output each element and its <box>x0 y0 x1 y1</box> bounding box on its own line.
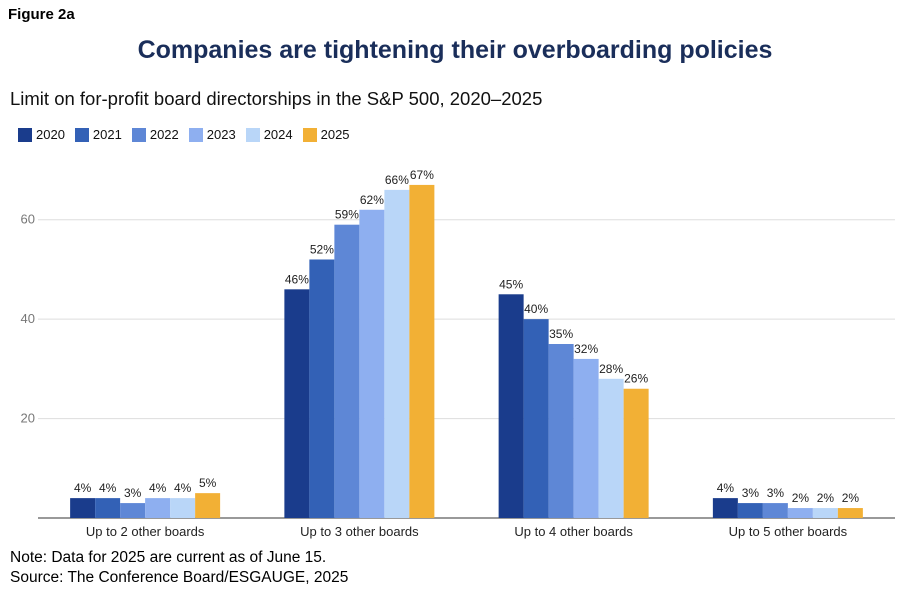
data-label: 2% <box>817 491 835 505</box>
legend-swatch <box>245 127 260 142</box>
data-label: 28% <box>599 362 623 376</box>
legend-item-2020: 2020 <box>18 127 65 142</box>
bar <box>309 259 335 518</box>
bar <box>548 344 574 518</box>
legend-swatch <box>74 127 89 142</box>
y-tick-label: 40 <box>21 311 35 326</box>
legend-item-2024: 2024 <box>245 127 293 142</box>
legend-item-2022: 2022 <box>131 127 179 142</box>
legend-label: 2025 <box>320 127 350 142</box>
y-tick-label: 60 <box>21 212 35 227</box>
legend-swatch <box>131 127 146 142</box>
bar <box>284 289 310 518</box>
legend-label: 2024 <box>263 127 293 142</box>
data-label: 67% <box>410 168 434 182</box>
data-label: 46% <box>285 272 309 286</box>
data-label: 45% <box>499 277 523 291</box>
data-label: 59% <box>335 208 359 222</box>
legend-swatch <box>188 127 203 142</box>
data-label: 4% <box>149 481 167 495</box>
bar <box>120 503 146 518</box>
data-label: 4% <box>717 481 735 495</box>
data-label: 62% <box>360 193 384 207</box>
chart-subtitle: Limit on for-profit board directorships … <box>10 88 543 109</box>
data-label: 26% <box>624 372 648 386</box>
x-tick-label: Up to 4 other boards <box>514 524 633 539</box>
bar <box>409 184 435 518</box>
data-label: 5% <box>199 476 217 490</box>
data-label: 32% <box>574 342 598 356</box>
legend-swatch <box>18 127 32 142</box>
x-tick-label: Up to 5 other boards <box>729 524 848 539</box>
bar <box>837 508 863 518</box>
bar <box>95 498 121 518</box>
data-label: 4% <box>174 481 192 495</box>
bar <box>573 358 599 518</box>
bar <box>170 498 196 518</box>
bar <box>762 503 788 518</box>
data-label: 3% <box>767 486 785 500</box>
bar <box>623 388 649 518</box>
data-label: 66% <box>385 173 409 187</box>
bar <box>737 503 763 518</box>
data-label: 2% <box>842 491 860 505</box>
bar <box>359 209 385 518</box>
bar <box>384 189 410 518</box>
bar <box>787 508 813 518</box>
bar <box>145 498 171 518</box>
data-label: 40% <box>524 302 548 316</box>
legend-label: 2023 <box>206 127 236 142</box>
footnote: Note: Data for 2025 are current as of Ju… <box>10 548 348 588</box>
y-tick-label: 20 <box>21 411 35 426</box>
legend: 2020 2021 2022 2023 2024 2025 <box>18 127 350 142</box>
legend-label: 2021 <box>92 127 122 142</box>
bar <box>598 378 624 518</box>
bar <box>523 319 549 518</box>
figure-label: Figure 2a <box>8 6 75 23</box>
legend-swatch <box>302 127 317 142</box>
data-label: 2% <box>792 491 810 505</box>
source-text: Source: The Conference Board/ESGAUGE, 20… <box>10 569 349 586</box>
chart-title: Companies are tightening their overboard… <box>137 36 773 64</box>
bar <box>712 498 738 518</box>
bar <box>812 508 838 518</box>
data-label: 3% <box>742 486 760 500</box>
bar <box>70 498 96 518</box>
data-label: 3% <box>124 486 142 500</box>
legend-item-2023: 2023 <box>188 127 236 142</box>
data-label: 4% <box>99 481 117 495</box>
legend-item-2025: 2025 <box>302 127 350 142</box>
bar <box>195 493 221 518</box>
bar <box>498 294 524 518</box>
x-tick-label: Up to 3 other boards <box>300 524 419 539</box>
data-label: 4% <box>74 481 92 495</box>
legend-item-2021: 2021 <box>74 127 122 142</box>
legend-label: 2020 <box>36 127 65 142</box>
note-text: Note: Data for 2025 are current as of Ju… <box>10 549 327 566</box>
bar <box>334 224 360 518</box>
x-tick-label: Up to 2 other boards <box>86 524 205 539</box>
data-label: 52% <box>310 242 334 256</box>
legend-label: 2022 <box>149 127 179 142</box>
data-label: 35% <box>549 327 573 341</box>
